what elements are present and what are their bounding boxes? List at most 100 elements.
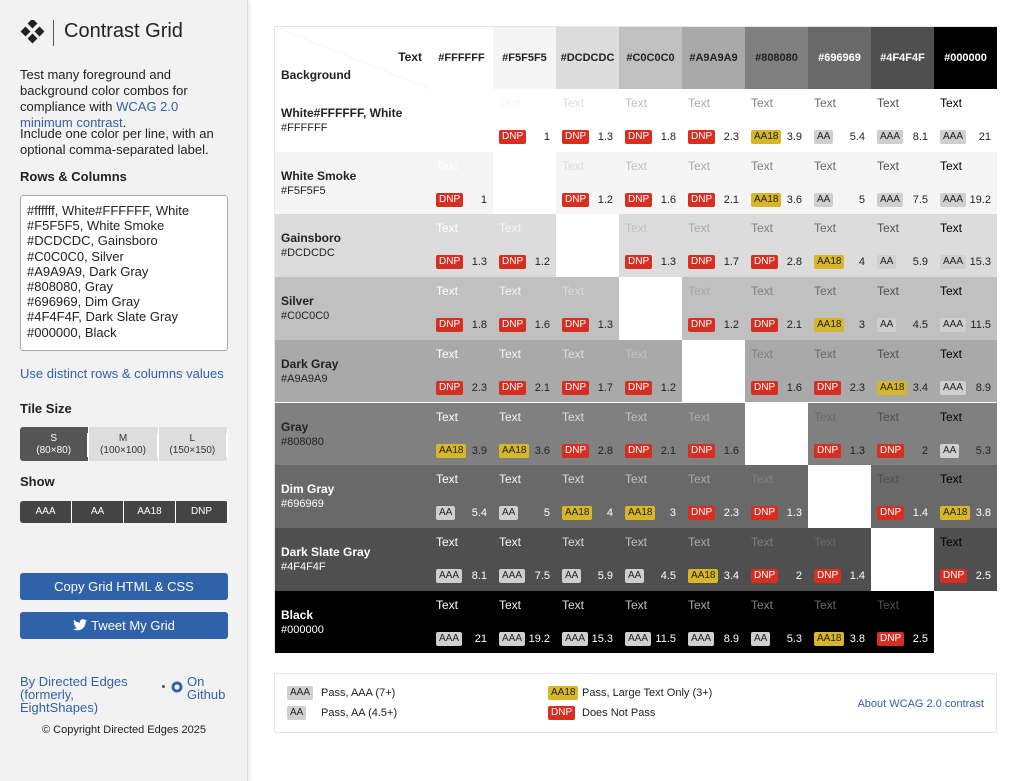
copy-button[interactable]: Copy Grid HTML & CSS (20, 573, 228, 600)
badge: DNP (499, 318, 527, 333)
ratio: 4.5 (660, 569, 676, 582)
badge: DNP (814, 443, 842, 458)
badge: DNP (436, 255, 464, 270)
by-link[interactable]: By Directed Edges (formerly, EightShapes… (20, 674, 128, 715)
ratio: 15.3 (591, 632, 613, 645)
badge: AA (499, 506, 519, 521)
ratio: 19.2 (969, 193, 991, 206)
contrast-cell: Text AAA 19.2 (493, 590, 556, 654)
empty-cell (745, 402, 808, 466)
corner-cell: Text Background (275, 27, 430, 89)
empty-cell (619, 277, 682, 340)
badge: DNP (625, 192, 653, 207)
show-option[interactable]: DNP (176, 501, 228, 523)
contrast-cell: Text DNP 1.2 (493, 214, 556, 278)
sample-text: Text (688, 409, 711, 424)
ratio: 11.5 (655, 632, 676, 645)
ratio: 1.7 (597, 381, 613, 394)
row-label: Silver (281, 294, 314, 309)
github-icon (171, 681, 183, 693)
sample-text: Text (751, 346, 774, 361)
distinct-link[interactable]: Use distinct rows & columns values (20, 366, 224, 381)
badge: DNP (625, 380, 653, 395)
badge: AA18 (436, 443, 467, 458)
badge: AA18 (814, 255, 845, 270)
row-header: Dim Gray #696969 (275, 465, 430, 528)
ratio: 2.1 (723, 193, 739, 206)
badge: DNP (688, 192, 716, 207)
ratio: 5.3 (975, 444, 991, 457)
corner-bg: Background (281, 68, 352, 82)
contrast-cell: Text AA 4.5 (871, 277, 934, 340)
tile-option[interactable]: M (100×100) (89, 427, 159, 461)
badge: AA (877, 255, 897, 270)
badge: AAA (940, 318, 967, 333)
row-header: Dark Gray #A9A9A9 (275, 339, 430, 403)
badge: DNP (940, 568, 968, 583)
contrast-cell: Text AA18 4 (808, 214, 871, 278)
badge: AAA (688, 631, 715, 646)
badge: DNP (751, 506, 779, 521)
badge: DNP (625, 130, 653, 144)
intro-text: Test many foreground and background colo… (20, 67, 188, 114)
badge: AAA (499, 631, 526, 646)
ratio: 1.2 (597, 193, 613, 206)
badge: AAA (940, 255, 967, 270)
ratio: 8.1 (912, 131, 928, 143)
show-option[interactable]: AA (72, 501, 124, 523)
ratio: 2.3 (471, 381, 487, 394)
sample-text: Text (940, 96, 963, 110)
badge: AA (562, 568, 582, 583)
tile-option[interactable]: S (80×80) (20, 427, 90, 461)
contrast-cell: Text DNP 1.6 (619, 151, 682, 215)
ratio: 1.3 (849, 444, 865, 457)
contrast-cell: Text DNP 1.2 (619, 339, 682, 403)
tweet-button[interactable]: Tweet My Grid (20, 612, 228, 639)
badge: AA18 (940, 506, 971, 521)
ratio: 1.7 (723, 256, 739, 269)
badge: AA (877, 318, 897, 333)
sample-text: Text (499, 221, 522, 236)
contrast-cell: Text AA 5.4 (430, 465, 493, 528)
sample-text: Text (436, 472, 459, 487)
ratio: 2.8 (786, 256, 802, 269)
sample-text: Text (499, 534, 522, 549)
contrast-cell: Text AA 5.3 (934, 402, 997, 466)
tile-size: M (89, 433, 158, 445)
sample-text: Text (877, 597, 900, 612)
contrast-cell: Text DNP 2 (871, 402, 934, 466)
show-option[interactable]: AA18 (124, 501, 176, 523)
logo-icon (20, 20, 45, 44)
contrast-cell: Text AA18 3.4 (682, 527, 745, 591)
contrast-cell: Text AAA 8.9 (934, 339, 997, 403)
sample-text: Text (688, 284, 711, 299)
sample-text: Text (625, 158, 648, 173)
row-hex: #FFFFFF (281, 122, 328, 134)
sample-text: Text (814, 96, 837, 110)
contrast-cell: Text DNP 1.6 (682, 402, 745, 466)
wcag-link[interactable]: WCAG 2.0 minimum contrast (20, 99, 179, 130)
badge: DNP (814, 380, 842, 395)
contrast-cell: Text DNP 1 (493, 89, 556, 152)
legend-badge: AAA (287, 686, 314, 700)
sample-text: Text (625, 534, 648, 549)
badge: AAA (877, 192, 904, 207)
contrast-cell: Text AA 4.5 (619, 527, 682, 591)
ratio: 1.3 (597, 319, 613, 332)
ratio: 2 (795, 569, 802, 582)
about-link[interactable]: About WCAG 2.0 contrast (857, 698, 984, 710)
github-link[interactable]: On Github (187, 674, 226, 702)
sample-text: Text (499, 409, 522, 424)
tile-option[interactable]: L (150×150) (158, 427, 228, 461)
sample-text: Text (562, 96, 585, 110)
colors-textarea[interactable]: #ffffff, White#FFFFFF, White #F5F5F5, Whi… (20, 195, 228, 351)
row-hex: #808080 (281, 435, 324, 448)
badge: DNP (814, 568, 842, 583)
sample-text: Text (625, 346, 648, 361)
sample-text: Text (940, 221, 963, 236)
ratio: 5 (858, 193, 865, 206)
contrast-cell: Text DNP 1.4 (808, 527, 871, 591)
note: Include one color per line, with an opti… (20, 126, 214, 157)
show-option[interactable]: AAA (20, 501, 72, 523)
